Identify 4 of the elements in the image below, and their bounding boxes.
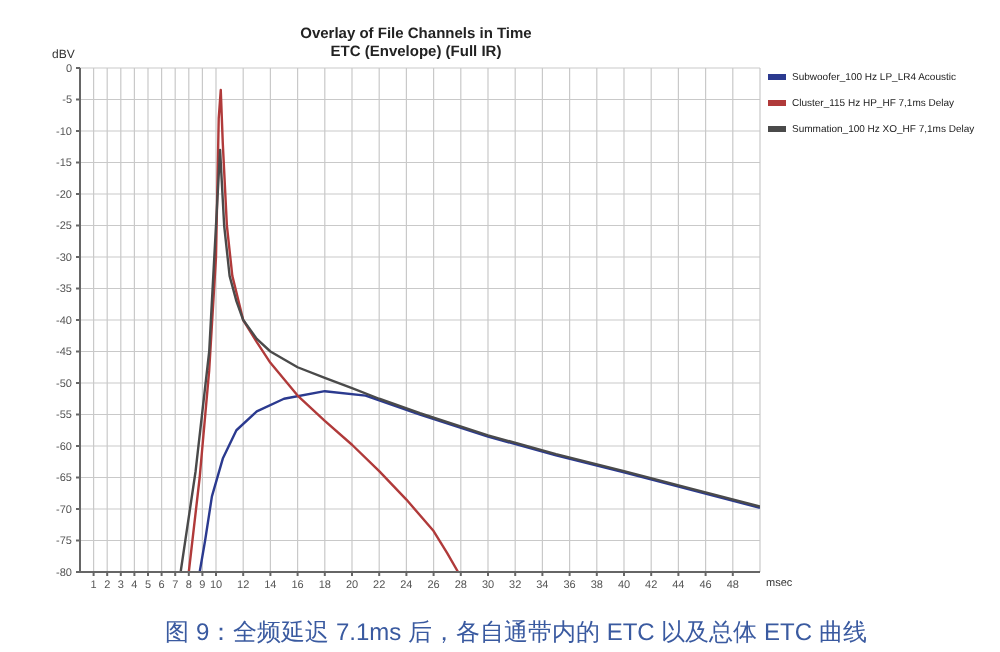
line-series <box>187 88 460 572</box>
caption: 图 9：全频延迟 7.1ms 后，各自通带内的 ETC 以及总体 ETC 曲线 <box>163 616 869 650</box>
line-series <box>179 148 760 572</box>
line-series <box>198 389 760 572</box>
